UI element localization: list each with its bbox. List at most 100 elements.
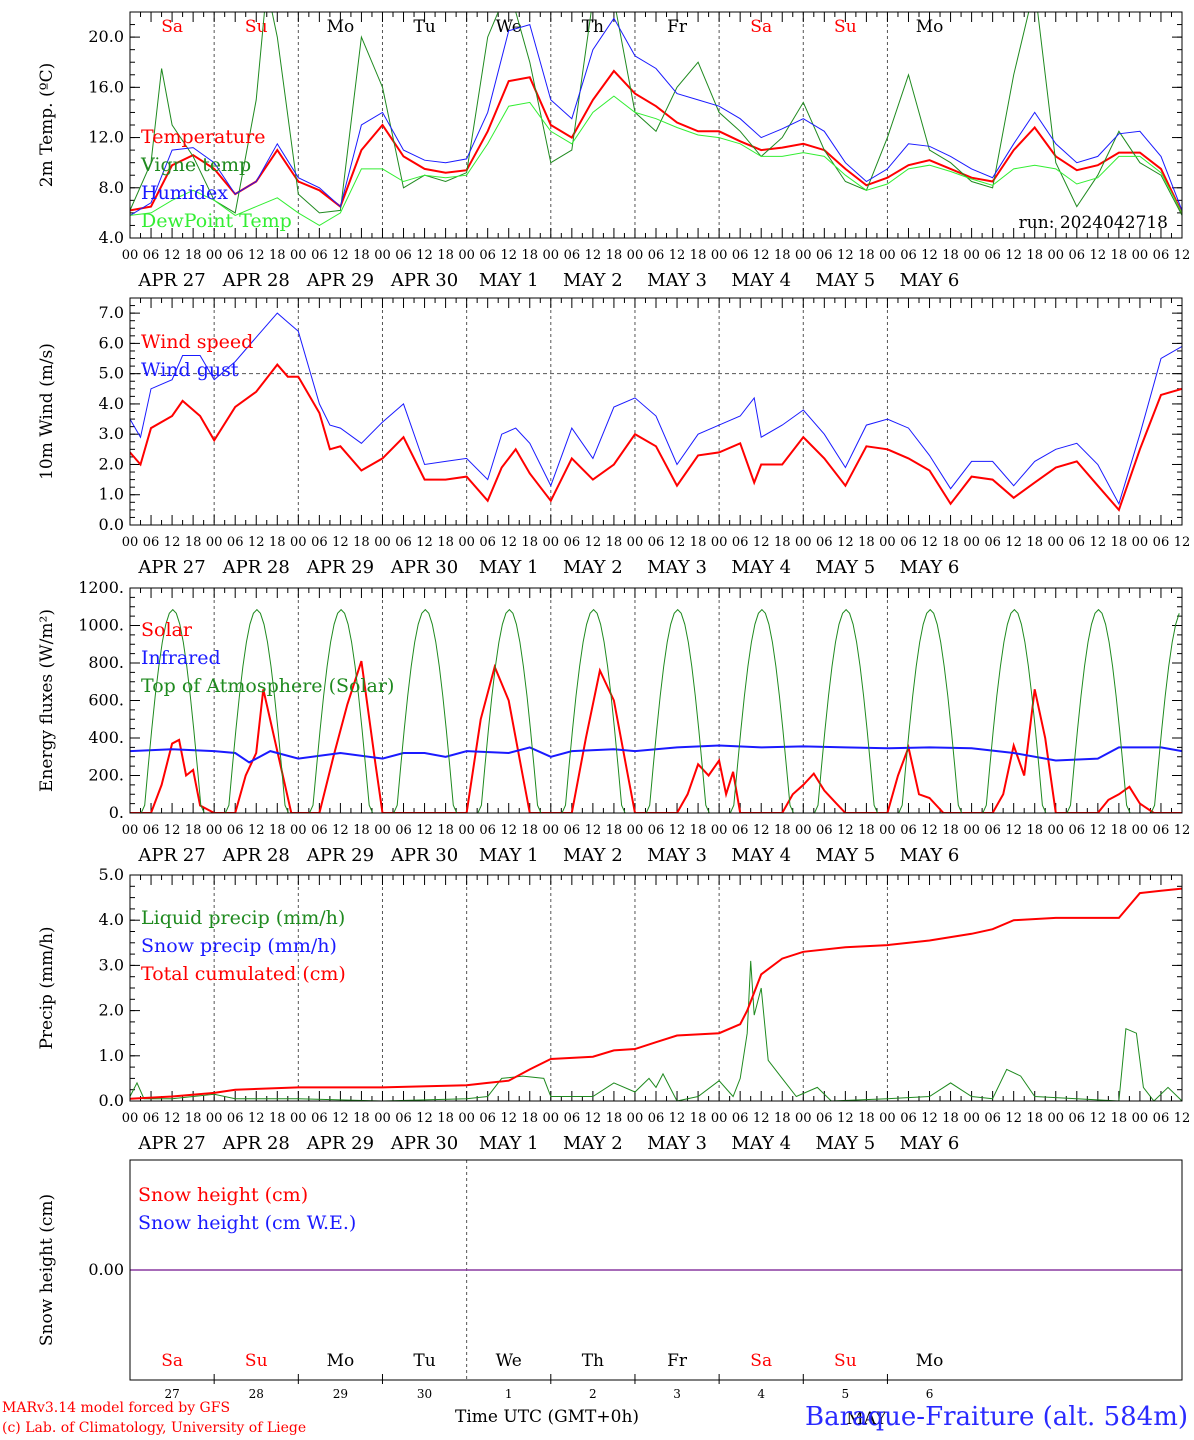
hour-tick-label: 12 [921,823,938,838]
hour-tick-label: 18 [269,248,286,263]
weekday-label: Mo [327,1351,355,1371]
hour-tick-label: 00 [711,823,728,838]
hour-tick-label: 06 [732,1111,749,1126]
hour-tick-label: 18 [269,823,286,838]
date-label: APR 27 [137,557,205,578]
date-label: APR 27 [137,845,205,866]
date-label: MAY 6 [900,270,960,291]
hour-tick-label: 18 [774,823,791,838]
legend-entry: Top of Atmosphere (Solar) [141,675,394,697]
y-tick-label: 3.0 [99,424,124,443]
hour-tick-label: 18 [606,248,623,263]
hour-tick-label: 12 [921,1111,938,1126]
date-label: MAY 6 [900,1133,960,1154]
hour-tick-label: 00 [543,1111,560,1126]
y-tick-label: 1200. [78,578,124,597]
date-label: MAY 1 [479,557,539,578]
hour-tick-label: 18 [353,248,370,263]
y-tick-label: 800. [88,653,124,672]
y-tick-label: 5.0 [99,865,124,884]
legend-entry: Wind speed [141,331,253,353]
hour-tick-label: 06 [1069,1111,1086,1126]
hour-tick-label: 12 [753,248,770,263]
hour-tick-label: 18 [185,823,202,838]
hour-tick-label: 12 [753,823,770,838]
hour-tick-label: 18 [774,248,791,263]
hour-tick-label: 06 [732,248,749,263]
date-label: APR 29 [306,270,374,291]
hour-tick-label: 06 [648,535,665,550]
hour-tick-label: 12 [585,535,602,550]
hour-tick-label: 12 [1174,823,1191,838]
hour-tick-label: 12 [837,535,854,550]
date-label: APR 29 [306,1133,374,1154]
hour-tick-label: 06 [816,1111,833,1126]
date-label: APR 29 [306,557,374,578]
y-tick-label: 20.0 [88,27,124,46]
hour-tick-label: 00 [206,823,223,838]
hour-tick-label: 00 [122,248,139,263]
hour-tick-label: 12 [837,248,854,263]
hour-tick-label: 18 [521,823,538,838]
plot-frame [129,587,1183,814]
date-label: MAY 4 [731,1133,791,1154]
day-number-label: 3 [673,1387,681,1401]
series-humidex-line [130,17,1182,216]
weekday-label: Mo [327,17,355,37]
day-number-label: 29 [333,1387,348,1401]
hour-tick-label: 12 [669,535,686,550]
weekday-label: Tu [413,1351,435,1371]
hour-tick-label: 00 [963,535,980,550]
legend-entry: Liquid precip (mm/h) [141,907,345,929]
hour-tick-label: 00 [711,248,728,263]
y-tick-label: 2.0 [99,454,124,473]
hour-tick-label: 00 [543,535,560,550]
weekday-label: Tu [413,17,435,37]
hour-tick-label: 18 [942,248,959,263]
hour-tick-label: 18 [353,823,370,838]
y-tick-label: 0.0 [99,1091,124,1110]
hour-tick-label: 00 [627,248,644,263]
hour-tick-label: 12 [164,1111,181,1126]
weekday-label: Fr [667,17,688,37]
hour-tick-label: 06 [984,248,1001,263]
day-number-label: 28 [249,1387,264,1401]
hour-tick-label: 06 [1153,248,1170,263]
date-label: MAY 5 [815,557,875,578]
hour-tick-label: 06 [984,823,1001,838]
hour-tick-label: 18 [269,1111,286,1126]
hour-tick-label: 18 [521,1111,538,1126]
hour-tick-label: 12 [1174,1111,1191,1126]
hour-tick-label: 12 [1090,1111,1107,1126]
date-label: MAY 3 [647,1133,707,1154]
hour-tick-label: 06 [395,535,412,550]
hour-tick-label: 00 [206,535,223,550]
hour-tick-label: 06 [311,535,328,550]
hour-tick-label: 12 [1174,248,1191,263]
hour-tick-label: 18 [774,535,791,550]
hour-tick-label: 12 [753,535,770,550]
plot-frame [129,11,1183,239]
hour-tick-label: 18 [606,1111,623,1126]
series-infrared-line [130,744,1182,764]
hour-tick-label: 18 [185,535,202,550]
hour-tick-label: 00 [458,823,475,838]
date-label: APR 29 [306,845,374,866]
panel-2: 0.0 1.0 2.0 3.0 4.0 5.0 6.0 7.0 10m Wind (m/s) 00… [37,297,1190,578]
day-number-label: 4 [757,1387,765,1401]
hour-tick-label: 12 [500,535,517,550]
series-wind-speed-line [130,363,1182,512]
weekday-label: Su [245,1351,268,1371]
hour-tick-label: 00 [711,535,728,550]
hour-tick-label: 18 [690,535,707,550]
y-tick-label: 6.0 [99,333,124,352]
hour-tick-label: 18 [1111,1111,1128,1126]
hour-tick-label: 06 [648,823,665,838]
y-tick-label: 200. [88,766,124,785]
date-label: APR 28 [222,845,290,866]
hour-tick-label: 00 [795,248,812,263]
hour-tick-label: 12 [164,823,181,838]
weekday-label: Sa [750,1351,772,1371]
hour-tick-label: 00 [290,1111,307,1126]
plot-frame [129,874,1183,1102]
